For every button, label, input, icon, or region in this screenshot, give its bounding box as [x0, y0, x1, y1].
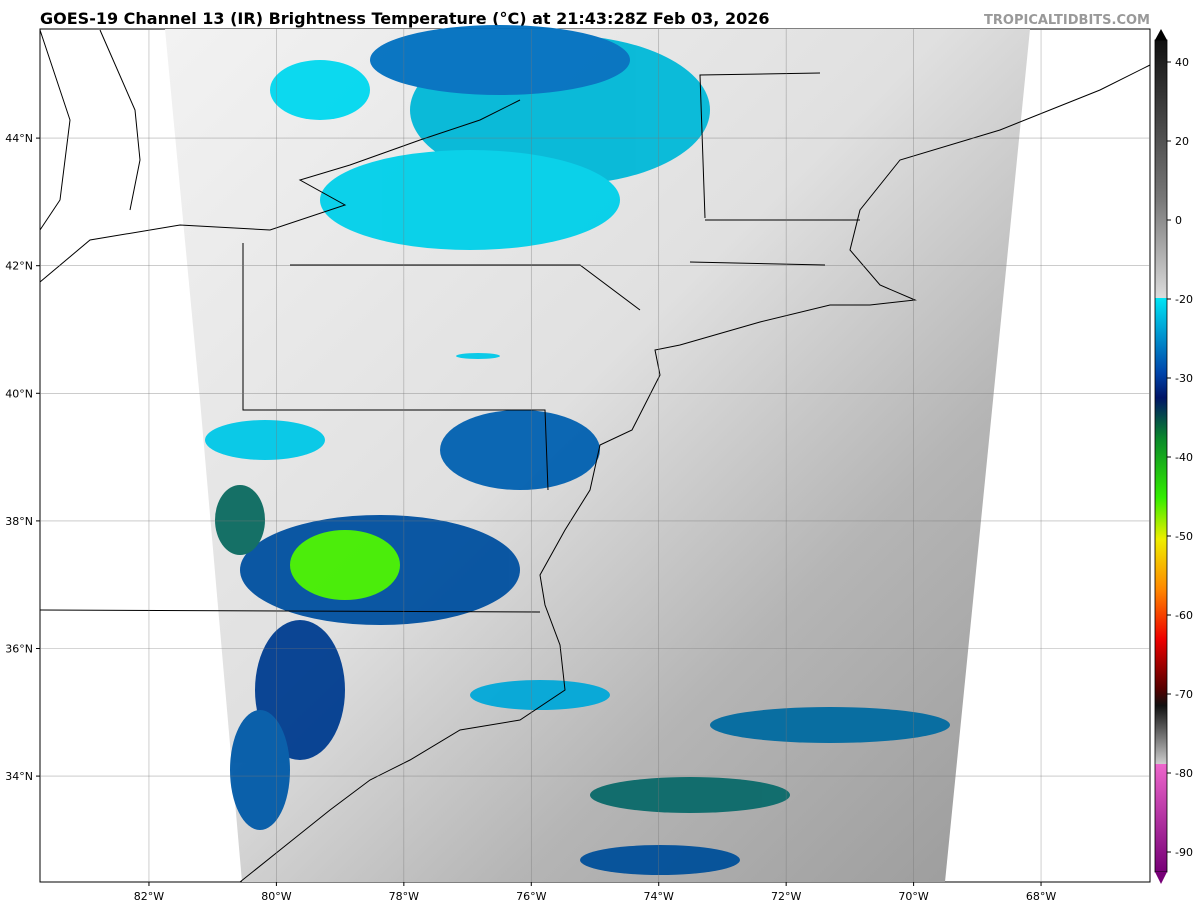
source: TROPICALTIDBITS.COM: [984, 13, 1150, 28]
grid: [40, 29, 1150, 882]
y-tick-label: 34°N: [5, 770, 33, 783]
y-tick-label: 44°N: [5, 132, 33, 145]
colorbar-arrow: [1155, 29, 1167, 40]
cloud-tops: [205, 25, 950, 875]
colorbar-label: -90: [1175, 846, 1193, 859]
x-tick-label: 78°W: [389, 890, 419, 903]
x-tick-label: 72°W: [771, 890, 801, 903]
colorbar-arrow: [1155, 872, 1167, 884]
colorbar-label: 0: [1175, 214, 1182, 227]
colorbar-label: -60: [1175, 609, 1193, 622]
y-tick-label: 36°N: [5, 642, 33, 655]
colorbar-label: -50: [1175, 530, 1193, 543]
x-tick-label: 82°W: [134, 890, 164, 903]
map: [39, 25, 1151, 883]
colorbar: [1154, 39, 1168, 873]
x-tick-label: 70°W: [898, 890, 928, 903]
coastlines: [39, 29, 1151, 883]
x-tick-label: 74°W: [644, 890, 674, 903]
title: GOES-19 Channel 13 (IR) Brightness Tempe…: [40, 9, 769, 28]
colorbar-label: -40: [1175, 451, 1193, 464]
y-tick-label: 40°N: [5, 387, 33, 400]
colorbar-label: -80: [1175, 767, 1193, 780]
colorbar-label: 40: [1175, 56, 1189, 69]
x-tick-label: 76°W: [516, 890, 546, 903]
x-tick-label: 68°W: [1026, 890, 1056, 903]
colorbar-label: -30: [1175, 372, 1193, 385]
y-tick-label: 38°N: [5, 515, 33, 528]
colorbar-label: -20: [1175, 293, 1193, 306]
x-tick-label: 80°W: [261, 890, 291, 903]
colorbar-label: -70: [1175, 688, 1193, 701]
colorbar-label: 20: [1175, 135, 1189, 148]
y-tick-label: 42°N: [5, 260, 33, 273]
